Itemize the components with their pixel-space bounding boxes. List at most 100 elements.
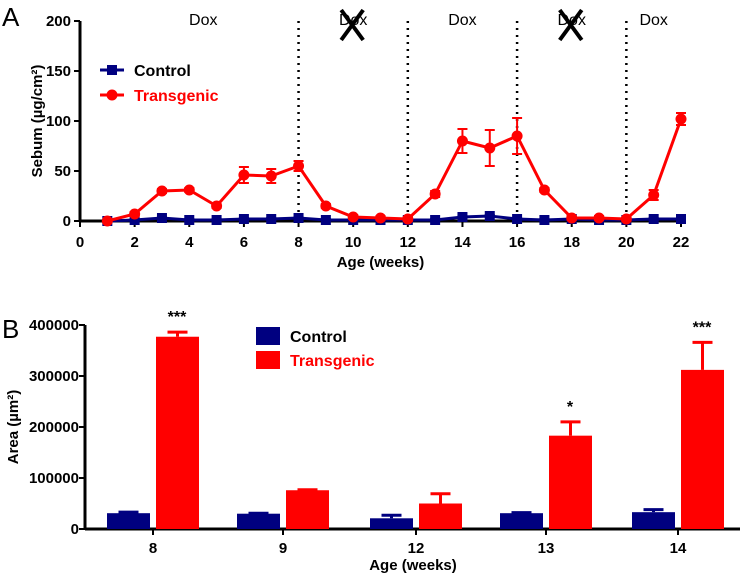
transgenic-point <box>402 213 414 225</box>
legend-marker-transgenic <box>106 89 118 101</box>
transgenic-point <box>511 130 523 142</box>
transgenic-point <box>429 188 441 200</box>
y-axis-label: Sebum (µg/cm²) <box>29 65 46 178</box>
transgenic-point <box>211 200 223 212</box>
legend-label-control: Control <box>134 63 191 80</box>
transgenic-bar <box>419 503 462 529</box>
x-tick-label: 4 <box>185 234 194 251</box>
transgenic-point <box>101 215 113 227</box>
x-tick-label: 12 <box>399 234 416 251</box>
transgenic-point <box>320 200 332 212</box>
control-point <box>266 214 277 224</box>
x-axis-label: Age (weeks) <box>369 557 457 574</box>
control-point <box>484 211 495 221</box>
transgenic-point <box>538 184 550 196</box>
legend-label-transgenic: Transgenic <box>290 353 375 370</box>
chart-b: 0 100000 200000 300000 400000 Area (µm²) Age (… <box>5 309 740 574</box>
significance-label: * <box>567 399 574 416</box>
chart-a: 0 50 100 150 200 0 2 4 6 8 10 12 14 16 18 20 22 Age (week… <box>29 8 690 271</box>
control-point <box>457 212 468 222</box>
control-point <box>293 213 304 223</box>
y-tick-label: 0 <box>71 521 79 538</box>
x-tick-label: 10 <box>345 234 362 251</box>
transgenic-point <box>456 135 468 147</box>
x-axis-label: Age (weeks) <box>337 254 425 271</box>
control-point <box>184 215 195 225</box>
control-point <box>211 215 222 225</box>
transgenic-point <box>156 185 168 197</box>
x-tick-label: 12 <box>408 540 425 557</box>
x-tick-label: 18 <box>563 234 580 251</box>
legend-label-control: Control <box>290 329 347 346</box>
control-bar <box>500 513 543 529</box>
cross-out-mark <box>558 8 584 42</box>
control-bar <box>370 518 413 529</box>
control-point <box>156 213 167 223</box>
transgenic-point <box>129 208 141 220</box>
x-tick-label: 0 <box>76 234 84 251</box>
transgenic-point <box>265 170 277 182</box>
x-tick-label: 2 <box>130 234 138 251</box>
y-tick-label: 0 <box>63 213 71 230</box>
dox-label: Dox <box>639 12 667 29</box>
x-tick-label: 14 <box>454 234 471 251</box>
transgenic-line <box>106 118 683 223</box>
control-bar <box>632 512 675 529</box>
y-tick-label: 150 <box>46 63 71 80</box>
cross-out-mark <box>339 8 365 42</box>
y-tick-label: 300000 <box>29 368 79 385</box>
control-bar <box>237 513 280 529</box>
transgenic-bar <box>156 336 199 529</box>
transgenic-point <box>593 212 605 224</box>
control-bar <box>107 513 150 529</box>
y-axis-label: Area (µm²) <box>5 390 22 465</box>
transgenic-point <box>566 212 578 224</box>
x-tick-label: 9 <box>279 540 287 557</box>
y-tick-label: 200 <box>46 13 71 30</box>
transgenic-point <box>375 212 386 224</box>
control-point <box>512 214 523 224</box>
dox-label: Dox <box>448 12 476 29</box>
control-point <box>430 215 441 225</box>
transgenic-point <box>238 169 250 181</box>
y-tick-label: 100000 <box>29 470 79 487</box>
transgenic-bar <box>549 435 592 529</box>
transgenic-point <box>675 113 687 125</box>
control-point <box>129 215 140 225</box>
transgenic-point <box>183 184 195 196</box>
control-point <box>320 215 331 225</box>
y-tick-label: 400000 <box>29 317 79 334</box>
y-tick-label: 100 <box>46 113 71 130</box>
control-point <box>676 214 686 224</box>
transgenic-bar <box>286 490 329 529</box>
x-tick-label: 8 <box>149 540 157 557</box>
x-tick-label: 8 <box>294 234 302 251</box>
control-point <box>648 214 659 224</box>
transgenic-bar <box>681 369 724 529</box>
y-tick-label: 50 <box>54 163 71 180</box>
significance-label: *** <box>168 309 187 326</box>
legend-label-transgenic: Transgenic <box>134 88 219 105</box>
control-point <box>238 214 249 224</box>
legend-marker-control <box>107 65 117 75</box>
transgenic-point <box>347 211 359 223</box>
legend-swatch-control <box>256 327 280 345</box>
legend-swatch-transgenic <box>256 351 280 369</box>
transgenic-point <box>484 142 496 154</box>
x-tick-label: 13 <box>538 540 555 557</box>
x-tick-label: 16 <box>509 234 526 251</box>
panel-label-b: B <box>2 314 19 344</box>
significance-label: *** <box>693 319 712 336</box>
x-tick-label: 22 <box>673 234 690 251</box>
x-tick-label: 6 <box>240 234 248 251</box>
transgenic-point <box>620 213 632 225</box>
transgenic-point <box>648 189 660 201</box>
panel-label-a: A <box>2 2 20 32</box>
y-tick-label: 200000 <box>29 419 79 436</box>
control-point <box>539 215 550 225</box>
x-tick-label: 14 <box>670 540 687 557</box>
x-tick-label: 20 <box>618 234 635 251</box>
transgenic-point <box>293 160 305 172</box>
dox-label: Dox <box>189 12 217 29</box>
